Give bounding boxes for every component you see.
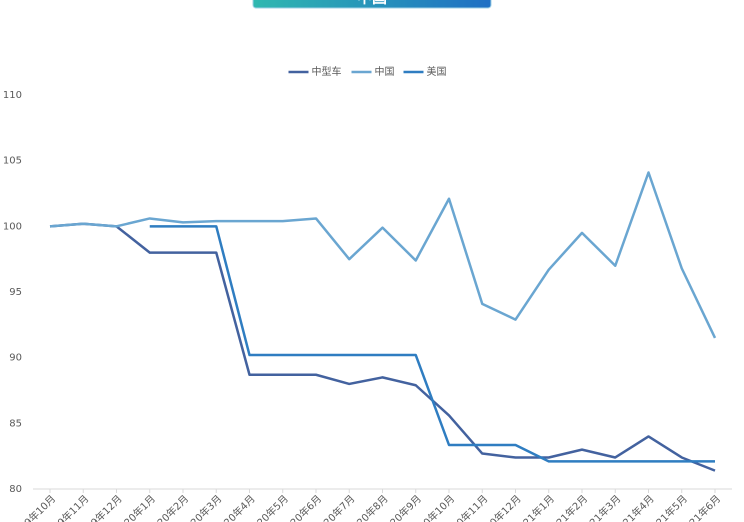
legend-label: 中型车 [312,65,342,78]
x-tick-label: 2019年10月 [8,492,58,522]
y-tick-label: 110 [3,90,22,101]
series-line [49,171,717,339]
chart-title: 中国 [357,0,387,7]
y-tick-label: 95 [9,287,22,298]
series-line [49,222,716,472]
y-tick-label: 100 [3,221,22,232]
series-line [149,225,715,463]
legend-label: 美国 [427,65,447,78]
y-tick-label: 85 [9,418,22,429]
legend-label: 中国 [375,65,395,78]
title-button[interactable] [252,0,492,9]
y-tick-label: 80 [9,484,22,495]
y-tick-label: 90 [9,353,22,364]
y-tick-label: 105 [3,156,22,167]
